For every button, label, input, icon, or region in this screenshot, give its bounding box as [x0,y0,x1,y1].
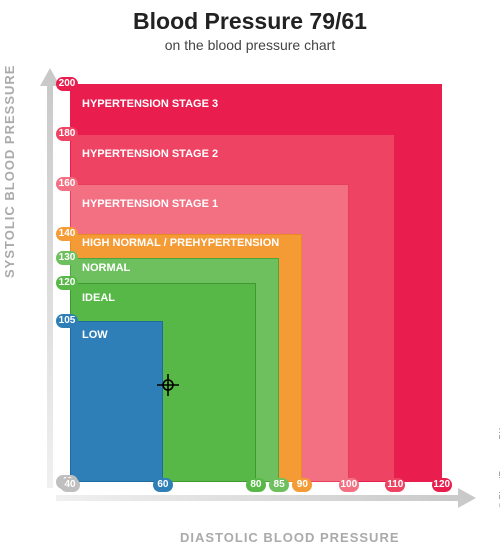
x-tick: 60 [153,478,173,492]
y-tick: 200 [56,77,78,91]
x-axis-label: DIASTOLIC BLOOD PRESSURE [180,530,400,545]
y-tick: 120 [56,276,78,290]
y-tick: 160 [56,177,78,191]
y-tick: 130 [56,251,78,265]
y-axis-label: SYSTOLIC BLOOD PRESSURE [2,65,17,278]
zone-label: NORMAL [82,262,130,274]
x-tick: 85 [269,478,289,492]
zone-label: HYPERTENSION STAGE 2 [82,148,218,160]
bp-chart: HYPERTENSION STAGE 3 HYPERTENSION STAGE 2… [70,72,465,482]
x-tick: 80 [246,478,266,492]
zone-label: LOW [82,329,108,341]
zone-label: IDEAL [82,292,115,304]
x-tick: 90 [292,478,312,492]
page-title: Blood Pressure 79/61 [0,8,500,35]
y-tick: 180 [56,127,78,141]
zone-label: HYPERTENSION STAGE 3 [82,98,218,110]
x-tick: 40 [60,478,80,492]
x-axis-arrow-icon [56,488,476,508]
zone-low [70,321,163,483]
x-tick: 120 [432,478,452,492]
x-tick: 110 [385,478,405,492]
y-tick: 140 [56,227,78,241]
page-subtitle: on the blood pressure chart [0,37,500,53]
x-tick: 100 [339,478,359,492]
y-tick: 105 [56,314,78,328]
zone-label: HIGH NORMAL / PREHYPERTENSION [82,237,279,249]
zone-label: HYPERTENSION STAGE 1 [82,198,218,210]
